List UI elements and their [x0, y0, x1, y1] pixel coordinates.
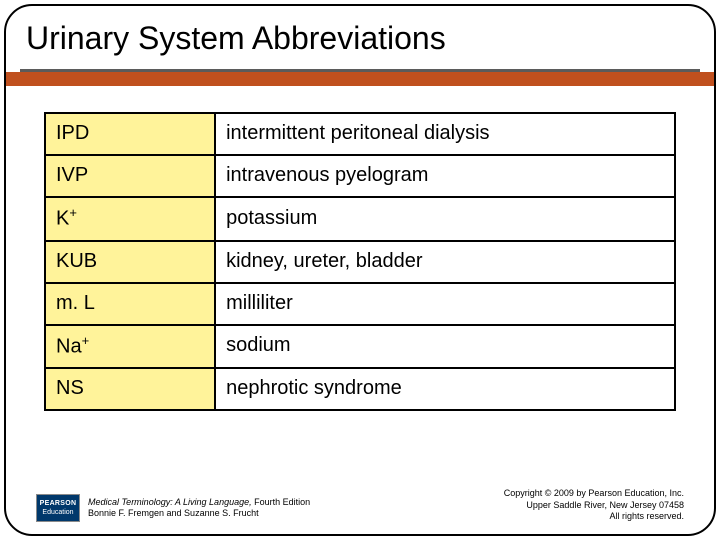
abbr-cell: IVP [45, 155, 215, 197]
copyright-line-1: Copyright © 2009 by Pearson Education, I… [504, 488, 684, 499]
definition-cell: nephrotic syndrome [215, 368, 675, 410]
abbreviations-table: IPD intermittent peritoneal dialysis IVP in… [44, 112, 676, 411]
slide-frame: Urinary System Abbreviations IPD intermit… [4, 4, 716, 536]
abbr-cell: m. L [45, 283, 215, 325]
abbr-cell: Na+ [45, 325, 215, 369]
slide-title: Urinary System Abbreviations [26, 20, 694, 57]
book-title: Medical Terminology: A Living Language, [88, 497, 252, 507]
table-row: IVP intravenous pyelogram [45, 155, 675, 197]
logo-brand-bottom: Education [42, 509, 73, 516]
definition-cell: milliliter [215, 283, 675, 325]
table-row: Na+sodium [45, 325, 675, 369]
abbr-text: NS [56, 377, 84, 399]
abbr-text: K [56, 208, 69, 230]
accent-bar [6, 72, 714, 86]
footer: PEARSON Education Medical Terminology: A… [36, 488, 684, 522]
authors: Bonnie F. Fremgen and Suzanne S. Frucht [88, 508, 310, 519]
abbr-cell: KUB [45, 241, 215, 283]
definition-cell: intermittent peritoneal dialysis [215, 113, 675, 155]
abbr-text: Na [56, 335, 82, 357]
copyright: Copyright © 2009 by Pearson Education, I… [504, 488, 684, 522]
footer-left: PEARSON Education Medical Terminology: A… [36, 494, 310, 522]
abbr-text: m. L [56, 292, 95, 314]
abbr-text: KUB [56, 250, 97, 272]
copyright-line-3: All rights reserved. [504, 511, 684, 522]
title-region: Urinary System Abbreviations [6, 6, 714, 63]
logo-brand-top: PEARSON [40, 500, 77, 507]
copyright-line-2: Upper Saddle River, New Jersey 07458 [504, 500, 684, 511]
table-row: IPD intermittent peritoneal dialysis [45, 113, 675, 155]
definition-cell: intravenous pyelogram [215, 155, 675, 197]
credits: Medical Terminology: A Living Language, … [88, 497, 310, 519]
book-edition: Fourth Edition [252, 497, 311, 507]
definition-cell: kidney, ureter, bladder [215, 241, 675, 283]
definition-cell: potassium [215, 197, 675, 241]
abbr-superscript: + [82, 333, 90, 348]
abbr-text: IPD [56, 122, 89, 144]
publisher-logo: PEARSON Education [36, 494, 80, 522]
definition-cell: sodium [215, 325, 675, 369]
book-line: Medical Terminology: A Living Language, … [88, 497, 310, 508]
abbr-cell: IPD [45, 113, 215, 155]
abbr-text: IVP [56, 164, 88, 186]
abbr-cell: NS [45, 368, 215, 410]
table-row: NS nephrotic syndrome [45, 368, 675, 410]
table-row: KUB kidney, ureter, bladder [45, 241, 675, 283]
table-row: K+potassium [45, 197, 675, 241]
abbr-superscript: + [69, 205, 77, 220]
abbr-cell: K+ [45, 197, 215, 241]
table-row: m. L milliliter [45, 283, 675, 325]
content-region: IPD intermittent peritoneal dialysis IVP in… [6, 86, 714, 411]
